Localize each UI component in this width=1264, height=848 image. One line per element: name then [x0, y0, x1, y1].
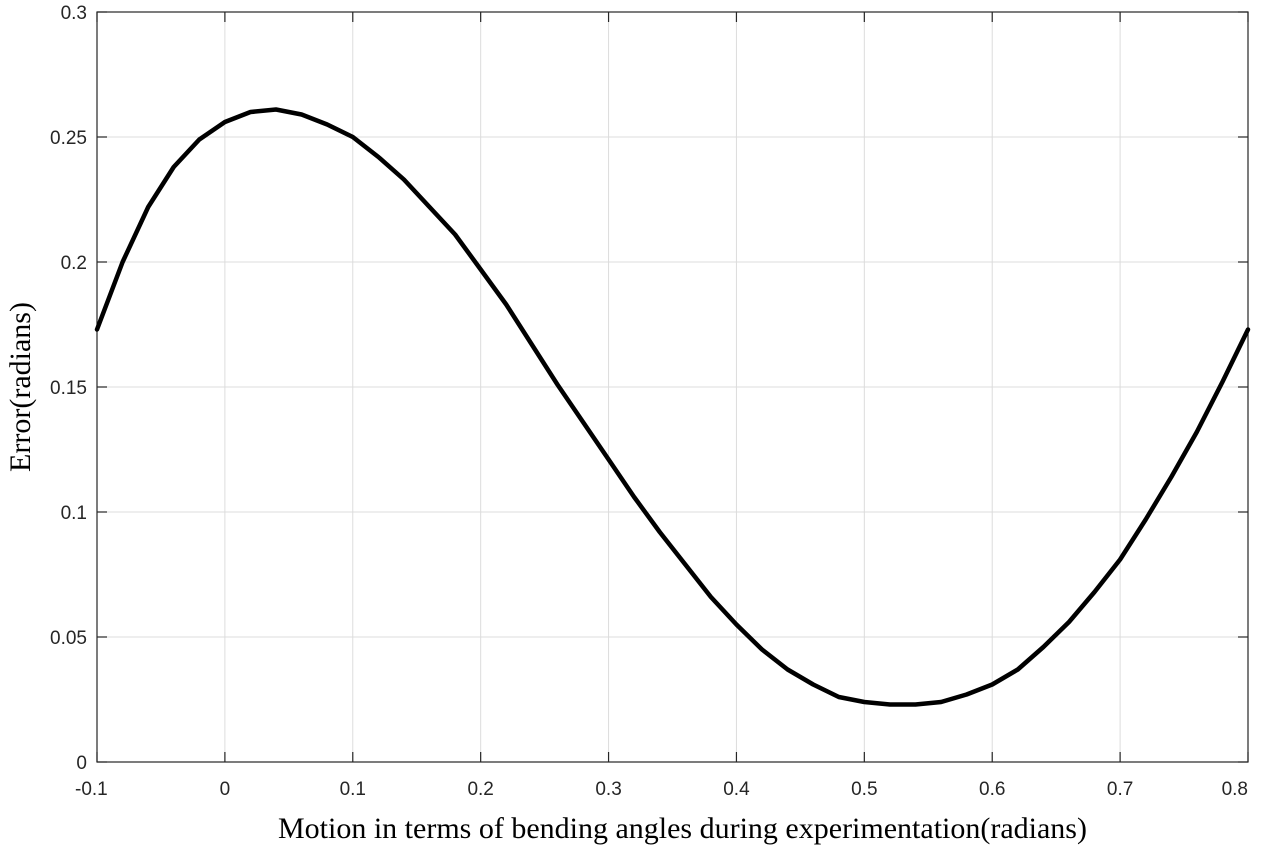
x-tick-label: 0.7: [1107, 779, 1133, 800]
y-tick-label: 0: [76, 753, 87, 774]
y-tick-label: 0.05: [50, 628, 87, 649]
y-axis-label: Error(radians): [4, 302, 37, 472]
x-tick-label: 0.5: [851, 779, 877, 800]
y-tick-labels: 0 0.05 0.1 0.15 0.2 0.25 0.3: [50, 3, 87, 774]
y-tick-label: 0.1: [61, 503, 87, 524]
y-tick-label: 0.15: [50, 378, 87, 399]
x-tick-label: 0: [220, 779, 231, 800]
y-tick-label: 0.25: [50, 128, 87, 149]
series-layer: [94, 107, 1251, 707]
x-axis-label: Motion in terms of bending angles during…: [278, 812, 1087, 845]
x-tick-label: 0.8: [1222, 779, 1248, 800]
axis-ticks: [96, 11, 1249, 763]
x-tick-label: -0.1: [75, 779, 108, 800]
y-tick-label: 0.3: [61, 3, 87, 24]
y-tick-label: 0.2: [61, 253, 87, 274]
x-tick-label: 0.6: [979, 779, 1005, 800]
x-tick-label: 0.1: [340, 779, 366, 800]
series-line: [94, 107, 1251, 707]
x-tick-label: 0.3: [595, 779, 621, 800]
x-tick-labels: -0.1 0 0.1 0.2 0.3 0.4 0.5 0.6 0.7 0.8: [75, 779, 1248, 800]
x-tick-label: 0.4: [723, 779, 750, 800]
x-tick-label: 0.2: [467, 779, 493, 800]
grid-lines: [96, 11, 1249, 763]
